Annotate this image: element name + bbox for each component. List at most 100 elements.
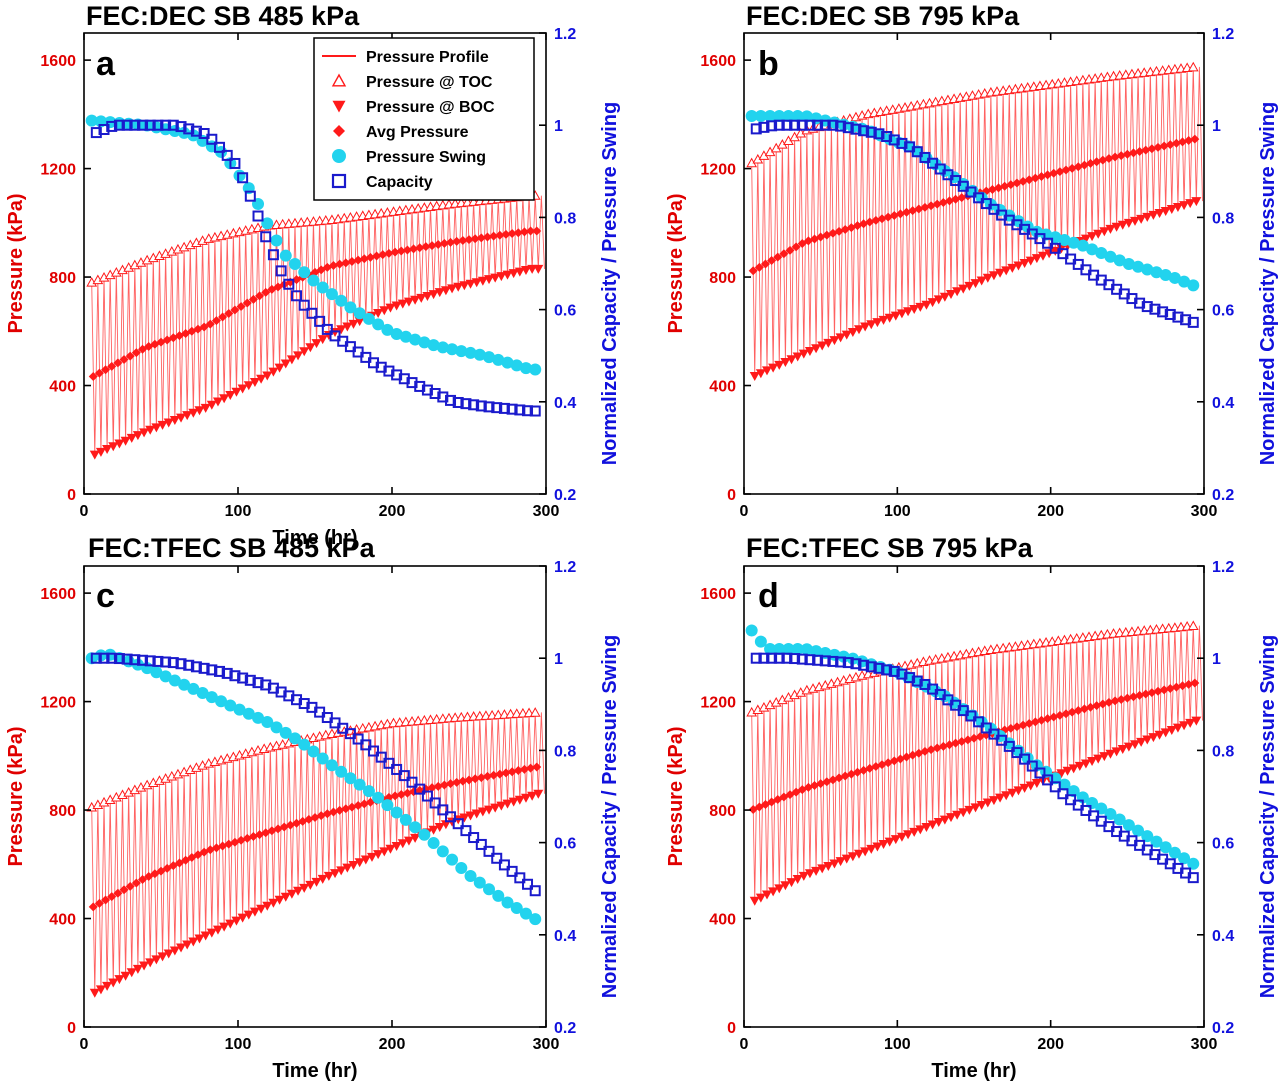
panel-a-capacity-point bbox=[421, 384, 433, 396]
panel-a-swing-point bbox=[335, 294, 348, 307]
panel-d-y-tick-label: 800 bbox=[709, 803, 736, 820]
panel-d-boc-marker bbox=[1166, 726, 1177, 736]
panel-a-capacity-point bbox=[445, 394, 457, 406]
panel-c-avg-marker bbox=[526, 763, 536, 773]
panel-b-swing-point bbox=[1040, 228, 1053, 241]
panel-c-boc-marker bbox=[336, 866, 347, 876]
panel-c-boc-marker bbox=[268, 898, 279, 908]
panel-b-boc-marker bbox=[915, 302, 926, 312]
panel-a-avg-marker bbox=[255, 291, 265, 301]
panel-b-boc-marker bbox=[1099, 227, 1110, 237]
panel-a-boc-marker bbox=[336, 325, 347, 335]
panel-d-boc-marker bbox=[804, 869, 815, 879]
panel-a-boc-marker bbox=[102, 445, 113, 455]
panel-d-swing-point bbox=[810, 645, 823, 658]
panel-d-boc-marker bbox=[1087, 757, 1098, 767]
panel-c-boc-marker bbox=[151, 955, 162, 965]
panel-c-boc-marker bbox=[342, 863, 353, 873]
panel-a-boc-marker bbox=[459, 281, 470, 291]
panel-c-boc-marker bbox=[249, 907, 260, 917]
panel-d-boc-marker bbox=[1001, 791, 1012, 801]
panel-c-swing-point bbox=[205, 691, 218, 704]
panel-a-y2-tick-label: 0.4 bbox=[554, 395, 576, 412]
panel-b-avg-marker bbox=[1135, 147, 1145, 157]
panel-c-swing-point bbox=[446, 853, 459, 866]
panel-c-capacity-point bbox=[391, 763, 403, 775]
panel-b-swing-point bbox=[1076, 239, 1089, 252]
legend-label-avg: Avg Pressure bbox=[366, 124, 469, 141]
panel-c-boc-marker bbox=[89, 988, 100, 998]
panel-d-capacity-point bbox=[1049, 781, 1061, 793]
panel-a-swing-point bbox=[85, 114, 98, 127]
panel-c-capacity-point bbox=[506, 865, 518, 877]
panel-a-avg-marker bbox=[482, 232, 492, 242]
panel-c-avg-marker bbox=[446, 779, 456, 789]
panel-a-capacity-point bbox=[98, 124, 110, 136]
panel-b-boc-marker bbox=[1013, 261, 1024, 271]
panel-a-y2-tick-label: 1 bbox=[554, 118, 563, 135]
panel-c-boc-marker bbox=[95, 985, 106, 995]
panel-a-boc-marker bbox=[280, 359, 291, 369]
panel-d-boc-marker bbox=[976, 800, 987, 810]
panel-c-capacity-point bbox=[113, 653, 125, 665]
panel-d-avg-marker bbox=[1171, 682, 1181, 692]
panel-b-y2-tick-label: 1 bbox=[1212, 118, 1221, 135]
panel-d-capacity-point bbox=[873, 662, 885, 674]
panel-b-boc-marker bbox=[774, 360, 785, 370]
panel-b-boc-marker bbox=[884, 313, 895, 323]
panel-b-boc-marker bbox=[1185, 199, 1196, 209]
panel-b-capacity-point bbox=[927, 157, 939, 169]
panel-b-avg-marker bbox=[1104, 154, 1114, 164]
panel-a-swing-point bbox=[288, 257, 301, 270]
panel-c-capacity-point bbox=[152, 655, 164, 667]
panel-c-boc-marker bbox=[527, 791, 538, 801]
panel-d-boc-marker bbox=[762, 890, 772, 900]
panel-a-capacity-point bbox=[506, 403, 518, 415]
panel-a-y2-axis-label: Normalized Capacity / Pressure Swing bbox=[599, 102, 621, 465]
panel-d-boc-marker bbox=[1019, 783, 1030, 793]
panel-a-boc-marker bbox=[163, 418, 174, 428]
panel-b-boc-marker bbox=[811, 344, 822, 354]
panel-c-swing-point bbox=[362, 785, 375, 798]
panel-c-data bbox=[85, 648, 545, 998]
panel-b-swing-point bbox=[800, 110, 813, 123]
panel-d-boc-marker bbox=[915, 825, 926, 835]
panel-b-boc-marker bbox=[933, 295, 944, 305]
panel-c-y2-tick-label: 1 bbox=[554, 651, 563, 668]
panel-d-boc-marker bbox=[939, 815, 950, 825]
panel-b-avg-marker bbox=[754, 262, 764, 272]
panel-a-avg-marker bbox=[495, 230, 505, 240]
panel-d-swing-point bbox=[764, 642, 777, 655]
panel-c-capacity-point bbox=[475, 838, 487, 850]
panel-a-boc-marker bbox=[243, 381, 254, 391]
panel-c-boc-marker bbox=[311, 877, 322, 887]
panel-a-avg-marker bbox=[409, 244, 419, 254]
panel-d-boc-marker bbox=[1074, 761, 1085, 771]
panel-b-boc-marker bbox=[1154, 208, 1165, 218]
panel-d-boc-marker bbox=[780, 881, 791, 891]
panel-d-boc-marker bbox=[1062, 766, 1073, 776]
panel-b-swing-point bbox=[1187, 279, 1200, 292]
panel-a-avg-marker bbox=[470, 234, 480, 244]
panel-b-boc-marker bbox=[995, 268, 1006, 278]
panel-d-avg-marker bbox=[1159, 685, 1169, 695]
panel-c-avg-marker bbox=[482, 771, 492, 781]
panel-b-capacity-point bbox=[842, 122, 854, 134]
panel-a-boc-marker bbox=[212, 397, 223, 407]
panel-c-boc-marker bbox=[410, 833, 421, 843]
panel-d-avg-marker bbox=[1110, 696, 1120, 706]
panel-a-capacity-point bbox=[113, 119, 125, 131]
panel-a-capacity-point bbox=[190, 125, 202, 137]
panel-d-capacity-point bbox=[965, 710, 977, 722]
legend-swatch-toc bbox=[331, 73, 347, 87]
panel-a-boc-marker bbox=[139, 428, 150, 438]
panel-c-swing-point bbox=[270, 721, 283, 734]
panel-b-swing-point bbox=[1168, 271, 1181, 284]
panel-a-avg-marker bbox=[458, 236, 468, 246]
panel-a-y-axis-label: Pressure (kPa) bbox=[5, 193, 27, 333]
panel-c-capacity-point bbox=[106, 652, 118, 664]
panel-c-boc-marker bbox=[305, 880, 316, 890]
panel-c-capacity-point bbox=[529, 885, 541, 897]
panel-a-boc-marker bbox=[348, 319, 359, 329]
panel-a-boc-marker bbox=[514, 267, 525, 277]
